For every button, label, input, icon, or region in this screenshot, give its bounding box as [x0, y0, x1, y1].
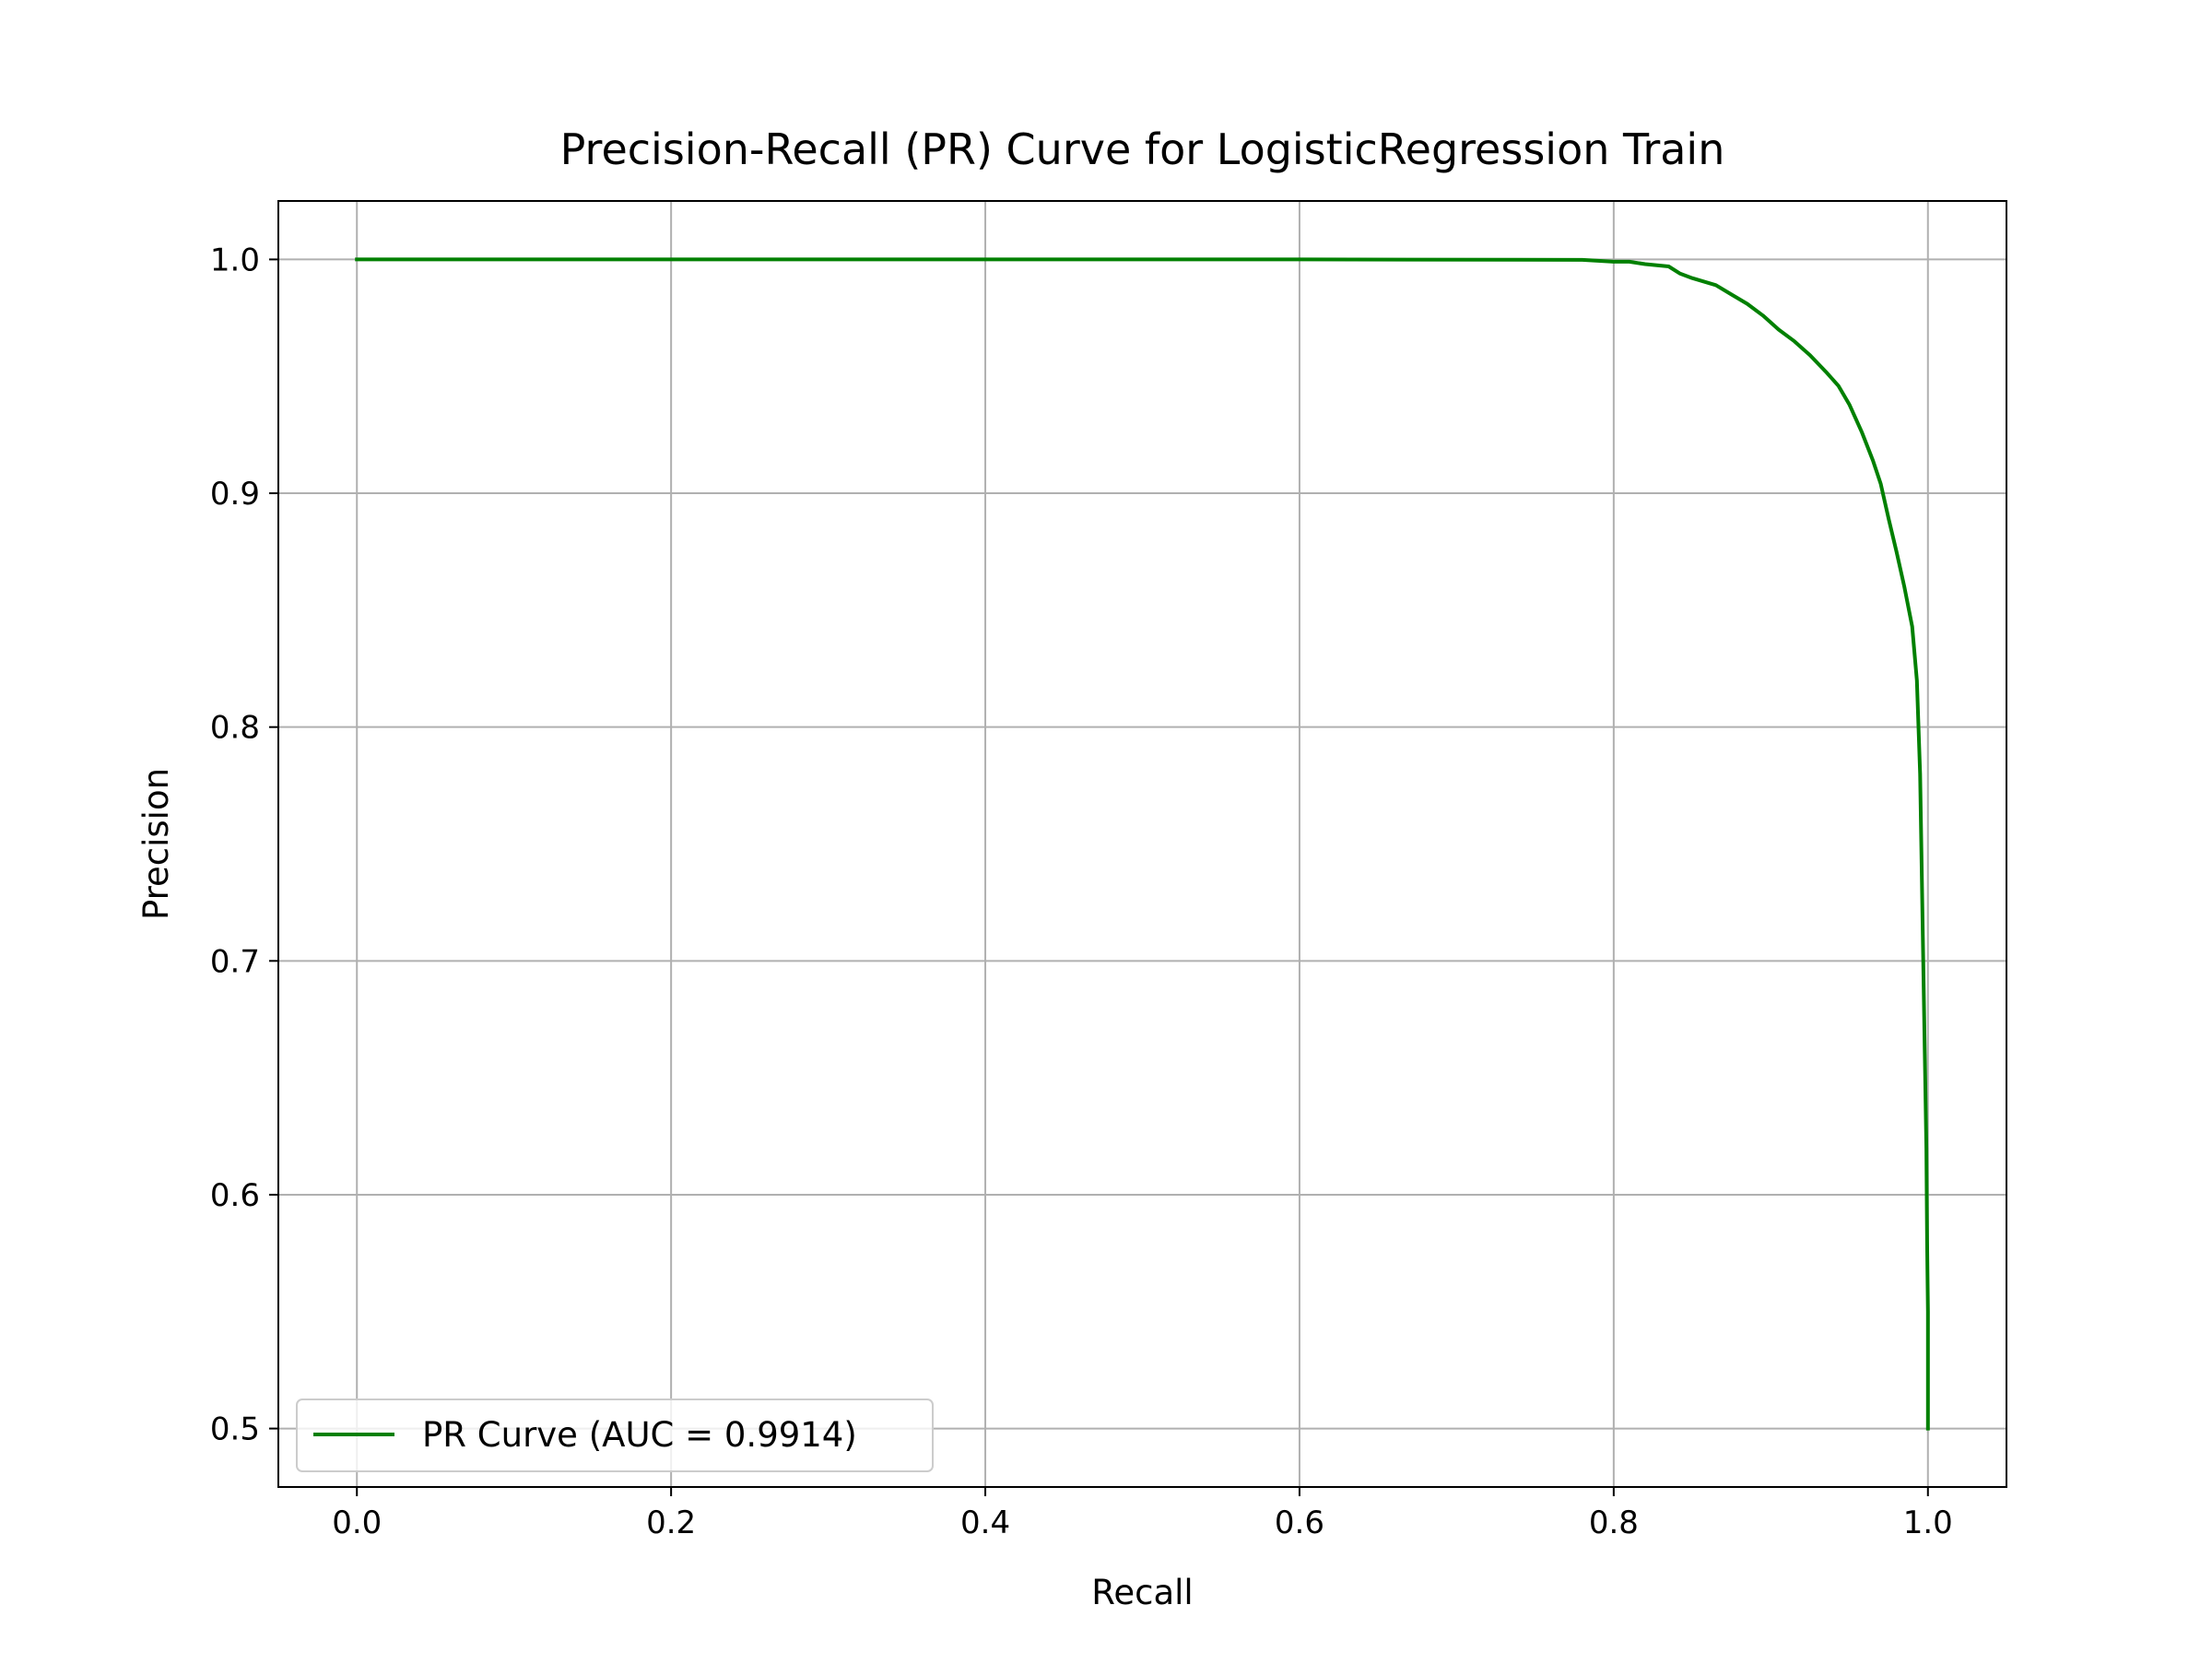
- plot-frame: [277, 200, 2007, 1488]
- legend: PR Curve (AUC = 0.9914): [296, 1398, 934, 1472]
- y-tick-label: 0.9: [210, 476, 260, 513]
- chart-title: Precision-Recall (PR) Curve for Logistic…: [560, 124, 1725, 174]
- legend-box: [296, 1398, 934, 1472]
- x-tick-label: 0.6: [1275, 1505, 1324, 1541]
- x-tick-label: 0.0: [332, 1505, 382, 1541]
- y-tick-label: 0.8: [210, 710, 260, 747]
- grid-lines: [278, 201, 2006, 1487]
- y-tick-label: 1.0: [210, 242, 260, 278]
- y-tick-label: 0.6: [210, 1177, 260, 1214]
- series-layer: [355, 257, 1930, 1431]
- series-line-pr-curve: [355, 257, 1930, 1431]
- x-axis-title: Recall: [1091, 1573, 1193, 1612]
- y-tick-label: 0.5: [210, 1411, 260, 1448]
- x-tick-label: 0.8: [1589, 1505, 1639, 1541]
- y-axis-title: Precision: [136, 768, 176, 920]
- legend-label-pr-curve: PR Curve (AUC = 0.9914): [422, 1415, 857, 1455]
- x-tick-label: 0.2: [646, 1505, 696, 1541]
- x-tick-label: 1.0: [1903, 1505, 1953, 1541]
- x-tick-label: 0.4: [960, 1505, 1010, 1541]
- tick-layer: 0.0 0.2 0.4 0.6 0.8 1.0 0.5 0.6 0.7 0.8 0.9 1.0: [210, 242, 1953, 1541]
- y-tick-label: 0.7: [210, 943, 260, 980]
